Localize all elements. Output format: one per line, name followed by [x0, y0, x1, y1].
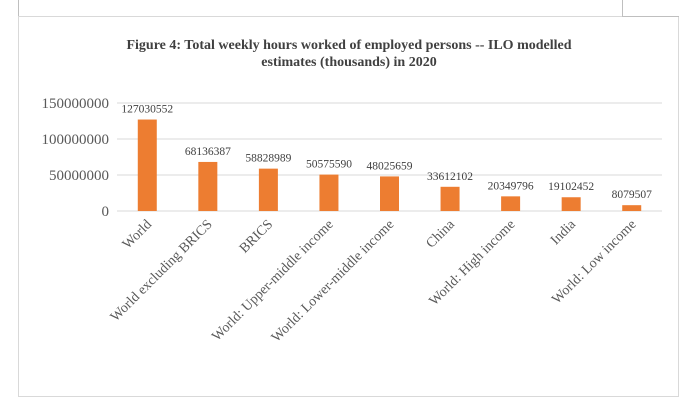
category-label: World: Upper-middle income [209, 217, 336, 344]
corner-mark-left [18, 0, 19, 16]
category-label: China [424, 217, 459, 252]
bar [198, 161, 218, 211]
category-label: World excluding BRICS [108, 217, 216, 325]
chart-title-line-1: Figure 4: Total weekly hours worked of e… [126, 38, 571, 53]
corner-mark-right [622, 0, 623, 16]
category-label: India [548, 217, 580, 249]
data-label: 127030552 [121, 104, 173, 116]
data-labels: 127030552 68136387 58828989 50575590 4802565… [121, 104, 652, 202]
data-label: 20349796 [488, 180, 534, 192]
y-axis-ticks: 0 50000000 100000000 150000000 [42, 96, 110, 220]
data-label: 33612102 [427, 171, 473, 183]
y-tick-label: 100000000 [42, 132, 110, 148]
bar [501, 196, 521, 211]
bar [319, 174, 339, 211]
data-label: 19102452 [548, 181, 594, 193]
corner-mark-right-h [622, 16, 679, 17]
bar [622, 205, 642, 211]
chart-title-line-2: estimates (thousands) in 2020 [261, 55, 436, 70]
bar [440, 186, 460, 211]
y-tick-label: 150000000 [42, 96, 110, 112]
y-tick-label: 50000000 [49, 168, 109, 184]
data-label: 8079507 [612, 189, 653, 201]
y-tick-label: 0 [102, 204, 110, 220]
bar [380, 176, 399, 211]
bar [258, 168, 278, 211]
bar [137, 119, 157, 211]
bars [137, 119, 642, 211]
data-label: 68136387 [185, 146, 231, 158]
data-label: 48025659 [367, 160, 413, 172]
bar [561, 197, 581, 211]
data-label: 58828989 [245, 153, 291, 165]
category-label: World: Lower-middle income [269, 217, 397, 345]
category-label: BRICS [237, 217, 276, 256]
data-label: 50575590 [306, 159, 352, 171]
category-label: World [120, 217, 155, 252]
